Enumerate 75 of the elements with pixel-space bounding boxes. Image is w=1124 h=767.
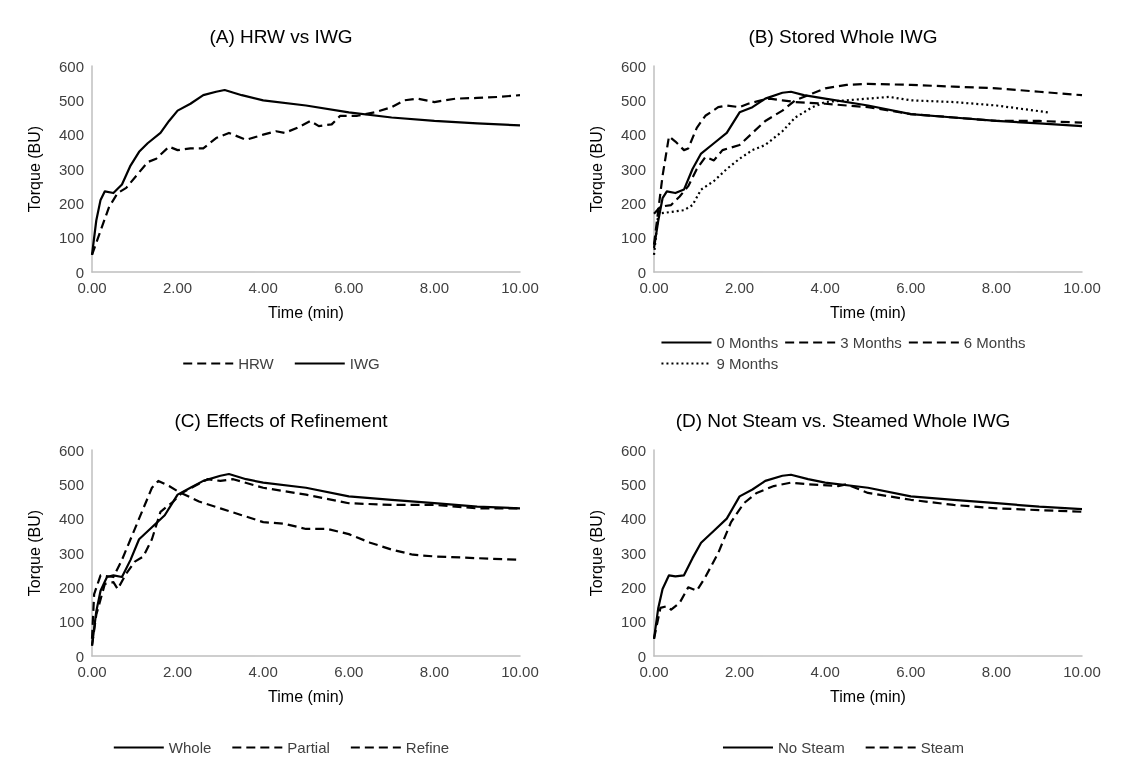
- x-tick-label: 4.00: [810, 662, 840, 680]
- y-tick-label: 0: [637, 647, 646, 664]
- y-tick-label: 0: [637, 263, 646, 281]
- y-tick-label: 100: [620, 229, 646, 247]
- y-tick-label: 600: [58, 57, 84, 75]
- x-tick-label: 10.00: [1063, 662, 1101, 680]
- y-tick-label: 0: [75, 647, 84, 664]
- y-axis-title: Torque (BU): [25, 509, 43, 596]
- chart-title: (B) Stored Whole IWG: [748, 26, 938, 47]
- y-tick-label: 300: [58, 160, 84, 178]
- legend-label: 0 Months: [716, 334, 779, 351]
- y-tick-label: 500: [620, 91, 646, 109]
- legend-label: 3 Months: [840, 334, 902, 351]
- y-tick-label: 600: [58, 441, 84, 458]
- y-tick-label: 400: [58, 509, 84, 527]
- y-axis-title: Torque (BU): [25, 125, 43, 213]
- y-tick-label: 500: [620, 475, 646, 493]
- legend-label: HRW: [238, 355, 275, 372]
- y-tick-label: 200: [620, 194, 646, 212]
- x-tick-label: 2.00: [725, 279, 755, 296]
- y-tick-label: 400: [620, 126, 646, 144]
- x-tick-label: 0.00: [77, 662, 107, 680]
- legend-label: 6 Months: [963, 334, 1026, 351]
- x-tick-label: 2.00: [163, 279, 193, 296]
- y-tick-label: 200: [58, 578, 84, 596]
- y-axis-title: Torque (BU): [587, 125, 605, 213]
- x-tick-label: 0.00: [639, 279, 669, 296]
- x-tick-label: 4.00: [248, 279, 278, 296]
- x-tick-label: 2.00: [725, 662, 755, 680]
- x-tick-label: 8.00: [419, 662, 449, 680]
- x-axis-title: Time (min): [268, 687, 344, 704]
- x-tick-label: 8.00: [981, 662, 1011, 680]
- y-tick-label: 0: [75, 263, 84, 281]
- legend-label: Refine: [405, 738, 450, 756]
- x-axis-title: Time (min): [268, 303, 344, 321]
- y-tick-label: 500: [58, 475, 84, 493]
- x-tick-label: 8.00: [981, 279, 1011, 296]
- x-tick-label: 6.00: [896, 662, 926, 680]
- x-axis-title: Time (min): [830, 303, 906, 321]
- x-tick-label: 4.00: [810, 279, 840, 296]
- y-tick-label: 300: [58, 544, 84, 561]
- y-tick-label: 300: [620, 544, 646, 561]
- y-tick-label: 400: [58, 126, 84, 144]
- y-tick-label: 500: [58, 91, 84, 109]
- y-tick-label: 100: [58, 229, 84, 247]
- legend-label: Partial: [287, 738, 330, 756]
- legend-label: No Steam: [777, 738, 845, 756]
- x-tick-label: 6.00: [896, 279, 926, 296]
- x-tick-label: 6.00: [334, 279, 364, 296]
- y-axis-title: Torque (BU): [587, 509, 605, 596]
- y-tick-label: 400: [620, 509, 646, 527]
- chart-title: (D) Not Steam vs. Steamed Whole IWG: [675, 409, 1011, 431]
- x-tick-label: 4.00: [248, 662, 278, 680]
- legend-label: 9 Months: [716, 355, 779, 372]
- y-tick-label: 100: [620, 612, 646, 630]
- x-tick-label: 10.00: [1063, 279, 1101, 296]
- y-tick-label: 200: [58, 194, 84, 212]
- chart-title: (A) HRW vs IWG: [209, 26, 353, 47]
- x-tick-label: 6.00: [334, 662, 364, 680]
- y-tick-label: 100: [58, 612, 84, 630]
- y-tick-label: 300: [620, 160, 646, 178]
- x-tick-label: 2.00: [163, 662, 193, 680]
- y-tick-label: 200: [620, 578, 646, 596]
- x-tick-label: 10.00: [501, 279, 539, 296]
- legend-label: IWG: [349, 355, 380, 372]
- x-tick-label: 0.00: [639, 662, 669, 680]
- x-tick-label: 0.00: [77, 279, 107, 296]
- y-tick-label: 600: [620, 57, 646, 75]
- legend-label: Steam: [920, 738, 965, 756]
- x-tick-label: 10.00: [501, 662, 539, 680]
- x-axis-title: Time (min): [830, 687, 906, 704]
- y-tick-label: 600: [620, 441, 646, 458]
- chart-title: (C) Effects of Refinement: [174, 409, 389, 431]
- x-tick-label: 8.00: [419, 279, 449, 296]
- legend-label: Whole: [168, 738, 212, 756]
